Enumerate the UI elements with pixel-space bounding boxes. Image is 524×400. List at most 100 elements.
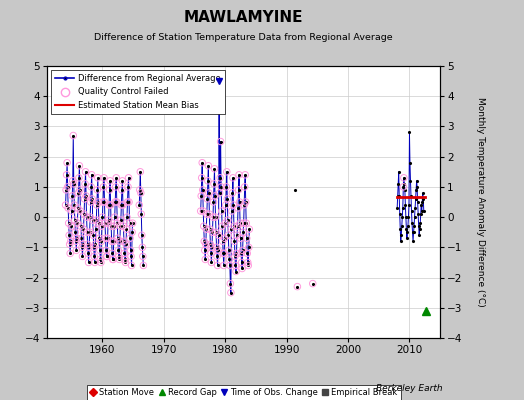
Point <box>237 259 246 266</box>
Point <box>95 220 103 226</box>
Point <box>73 235 81 242</box>
Point <box>137 190 145 196</box>
Point <box>223 168 231 175</box>
Point <box>119 223 128 229</box>
Text: MAWLAMYINE: MAWLAMYINE <box>184 10 303 26</box>
Point <box>127 253 135 260</box>
Point <box>77 223 85 229</box>
Point <box>64 205 72 211</box>
Point <box>62 187 70 193</box>
Point <box>115 256 124 263</box>
Point <box>234 205 242 211</box>
Point <box>85 244 93 250</box>
Point <box>75 187 84 193</box>
Point <box>236 235 245 242</box>
Point <box>97 223 106 229</box>
Point <box>119 202 127 208</box>
Point <box>214 247 222 254</box>
Point <box>242 199 250 205</box>
Point <box>113 220 122 226</box>
Point <box>90 253 99 260</box>
Point <box>107 223 115 229</box>
Point <box>105 187 114 193</box>
Point <box>127 262 136 269</box>
Point <box>126 235 134 242</box>
Point <box>238 265 246 272</box>
Point <box>69 132 78 139</box>
Point <box>79 226 88 232</box>
Point <box>241 172 249 178</box>
Point <box>198 160 206 166</box>
Point <box>61 202 70 208</box>
Text: Berkeley Earth: Berkeley Earth <box>376 384 443 393</box>
Point <box>214 232 223 238</box>
Point <box>108 256 117 263</box>
Point <box>220 250 228 256</box>
Point <box>215 78 223 84</box>
Point <box>74 190 83 196</box>
Point <box>81 181 89 187</box>
Point <box>66 250 74 256</box>
Point <box>86 214 94 220</box>
Point <box>212 244 221 250</box>
Point <box>202 226 211 232</box>
Point <box>239 220 248 226</box>
Point <box>228 175 237 181</box>
Point <box>101 235 110 242</box>
Point <box>100 175 108 181</box>
Point <box>224 217 232 223</box>
Point <box>217 208 226 214</box>
Point <box>75 162 84 169</box>
Point <box>82 193 90 199</box>
Point <box>197 193 205 199</box>
Point <box>96 247 104 254</box>
Point <box>111 214 119 220</box>
Point <box>219 238 227 244</box>
Point <box>240 202 248 208</box>
Point <box>231 253 239 260</box>
Point <box>229 202 237 208</box>
Point <box>243 250 252 256</box>
Point <box>124 184 132 190</box>
Point <box>201 247 209 254</box>
Point <box>114 235 122 242</box>
Point <box>96 256 105 263</box>
Point <box>102 247 110 254</box>
Point <box>78 253 86 260</box>
Point <box>234 187 243 193</box>
Point <box>94 199 103 205</box>
Point <box>98 214 106 220</box>
Point <box>221 220 230 226</box>
Point <box>110 223 118 229</box>
Point <box>128 229 136 236</box>
Point <box>90 244 98 250</box>
Point <box>205 211 214 217</box>
Point <box>67 238 75 244</box>
Point <box>242 220 250 226</box>
Point <box>68 208 76 214</box>
Point <box>205 190 213 196</box>
Point <box>120 250 128 256</box>
Point <box>198 175 206 181</box>
Point <box>213 262 222 269</box>
Point <box>115 253 123 260</box>
Point <box>66 241 74 248</box>
Point <box>124 175 133 181</box>
Point <box>208 244 216 250</box>
Point <box>88 196 96 202</box>
Point <box>71 217 79 223</box>
Point <box>201 256 210 263</box>
Point <box>235 199 244 205</box>
Point <box>128 220 137 226</box>
Point <box>227 226 236 232</box>
Point <box>139 253 147 260</box>
Point <box>101 220 109 226</box>
Point <box>216 138 225 145</box>
Point <box>204 178 212 184</box>
Point <box>213 253 221 260</box>
Point <box>226 280 235 287</box>
Point <box>87 184 95 190</box>
Point <box>135 202 144 208</box>
Point <box>222 184 231 190</box>
Point <box>202 241 210 248</box>
